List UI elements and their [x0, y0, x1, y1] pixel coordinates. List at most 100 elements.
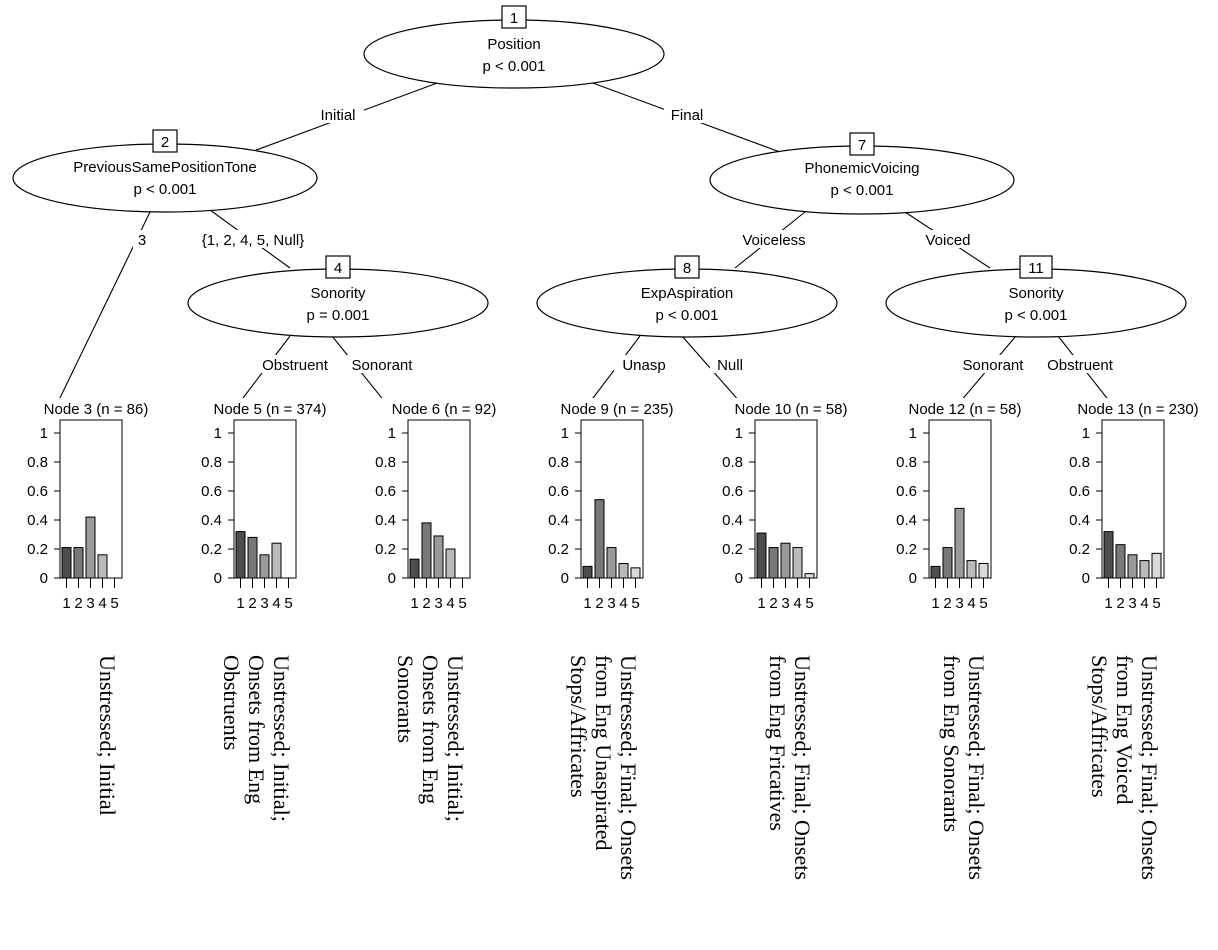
- y-tick-label: 0.4: [27, 512, 48, 529]
- x-tick-label: 1: [583, 595, 591, 612]
- bar-category-3: [954, 507, 965, 579]
- y-tick-label: 1: [388, 425, 396, 442]
- node-variable: Sonority: [1008, 285, 1064, 302]
- node-p-value: p < 0.001: [831, 182, 894, 199]
- annotation-line: Stops/Affricates: [1087, 655, 1112, 798]
- node-id: 1: [510, 10, 518, 27]
- x-tick-label: 4: [98, 595, 106, 612]
- annotation-line: Unstressed; Final; Onsets: [790, 655, 815, 880]
- edge-label-sonorant-11: Sonorant: [963, 357, 1025, 374]
- node-p-value: p < 0.001: [483, 58, 546, 75]
- edge-label-obstruent-11: Obstruent: [1047, 357, 1114, 374]
- y-tick-label: 0.8: [548, 454, 569, 471]
- annotation-line: Onsets from Eng: [418, 655, 443, 804]
- bar-category-1: [930, 565, 941, 579]
- bar-category-2: [594, 499, 605, 579]
- y-tick-label: 0.8: [1069, 454, 1090, 471]
- bar-category-3: [433, 535, 444, 579]
- y-tick-label: 0: [388, 570, 396, 587]
- bar-category-5: [978, 563, 989, 579]
- terminal-annotation: Unstressed; Initial;Onsets from EngSonor…: [393, 655, 468, 822]
- terminal-node-title: Node 6 (n = 92): [392, 401, 497, 418]
- node-id: 8: [683, 260, 691, 277]
- x-tick-label: 4: [1140, 595, 1148, 612]
- edge-label-unasp: Unasp: [622, 357, 665, 374]
- annotation-line: from Eng Unaspirated: [591, 655, 616, 851]
- annotation-line: from Eng Sonorants: [939, 655, 964, 832]
- y-tick-label: 0.6: [1069, 483, 1090, 500]
- inner-node-4: 4 Sonority p = 0.001: [187, 255, 489, 338]
- terminal-node-title: Node 5 (n = 374): [214, 401, 327, 418]
- y-tick-label: 0.2: [27, 541, 48, 558]
- edge-label-tone-3: 3: [138, 232, 146, 249]
- edge-label-null: Null: [717, 357, 743, 374]
- bar-category-5: [1151, 552, 1162, 579]
- y-tick-label: 0.2: [375, 541, 396, 558]
- edge-labels: Initial Final 3 {1, 2, 4, 5, Null} Voice…: [133, 105, 1124, 374]
- y-tick-label: 0: [1082, 570, 1090, 587]
- inner-node-1: 1 Position p < 0.001: [363, 5, 665, 89]
- x-tick-label: 5: [805, 595, 813, 612]
- y-tick-label: 0.6: [896, 483, 917, 500]
- x-tick-label: 3: [781, 595, 789, 612]
- annotation-line: Stops/Affricates: [566, 655, 591, 798]
- y-tick-label: 0: [735, 570, 743, 587]
- annotation-line: Unstressed; Initial;: [269, 655, 294, 822]
- x-tick-label: 2: [943, 595, 951, 612]
- x-tick-label: 5: [458, 595, 466, 612]
- y-tick-label: 0: [909, 570, 917, 587]
- terminal-node-title: Node 10 (n = 58): [735, 401, 848, 418]
- y-tick-label: 1: [561, 425, 569, 442]
- bar-category-4: [792, 547, 803, 579]
- node-id: 7: [858, 137, 866, 154]
- x-tick-label: 3: [260, 595, 268, 612]
- x-tick-label: 5: [631, 595, 639, 612]
- bar-category-2: [768, 547, 779, 579]
- annotation-line: from Eng Fricatives: [765, 655, 790, 831]
- x-tick-label: 5: [110, 595, 118, 612]
- node-p-value: p < 0.001: [134, 181, 197, 198]
- bar-category-4: [97, 554, 108, 579]
- y-tick-label: 0.2: [201, 541, 222, 558]
- x-tick-label: 4: [793, 595, 801, 612]
- edge-label-final: Final: [671, 107, 704, 124]
- bar-category-2: [73, 547, 84, 579]
- y-tick-label: 0.6: [375, 483, 396, 500]
- x-tick-label: 3: [86, 595, 94, 612]
- x-tick-label: 3: [1128, 595, 1136, 612]
- terminal-node-title: Node 12 (n = 58): [909, 401, 1022, 418]
- y-tick-label: 0.4: [1069, 512, 1090, 529]
- terminal-node-title: Node 3 (n = 86): [44, 401, 149, 418]
- bar-category-2: [421, 522, 432, 579]
- terminal-node: Node 13 (n = 230)10.80.60.40.201 2 3 4 5Unst…: [1069, 398, 1206, 880]
- terminal-annotation: Unstressed; Initial: [95, 655, 120, 816]
- terminal-node: Node 6 (n = 92)10.80.60.40.201 2 3 4 5Unstre…: [375, 398, 512, 822]
- y-tick-label: 0.2: [722, 541, 743, 558]
- x-tick-label: 2: [422, 595, 430, 612]
- inner-node-2: 2 PreviousSamePositionTone p < 0.001: [12, 129, 318, 213]
- x-tick-label: 5: [979, 595, 987, 612]
- node-p-value: p = 0.001: [307, 307, 370, 324]
- annotation-line: Unstressed; Initial;: [443, 655, 468, 822]
- edge-label-voiced: Voiced: [925, 232, 970, 249]
- y-tick-label: 1: [1082, 425, 1090, 442]
- annotation-line: from Eng Voiced: [1112, 655, 1137, 805]
- bar-category-3: [606, 547, 617, 579]
- bar-category-3: [1127, 554, 1138, 579]
- x-tick-label: 2: [769, 595, 777, 612]
- bar-category-3: [259, 554, 270, 579]
- node-id: 2: [161, 134, 169, 151]
- y-tick-label: 0.4: [201, 512, 222, 529]
- y-tick-label: 0.2: [548, 541, 569, 558]
- x-tick-label: 1: [410, 595, 418, 612]
- x-tick-label: 2: [248, 595, 256, 612]
- node-id: 4: [334, 260, 342, 277]
- terminal-node: Node 9 (n = 235)10.80.60.40.201 2 3 4 5Unstr…: [548, 398, 685, 880]
- y-tick-label: 0.6: [548, 483, 569, 500]
- bar-category-1: [756, 532, 767, 579]
- bar-category-1: [235, 531, 246, 579]
- bar-category-5: [630, 567, 641, 579]
- bar-category-3: [780, 542, 791, 579]
